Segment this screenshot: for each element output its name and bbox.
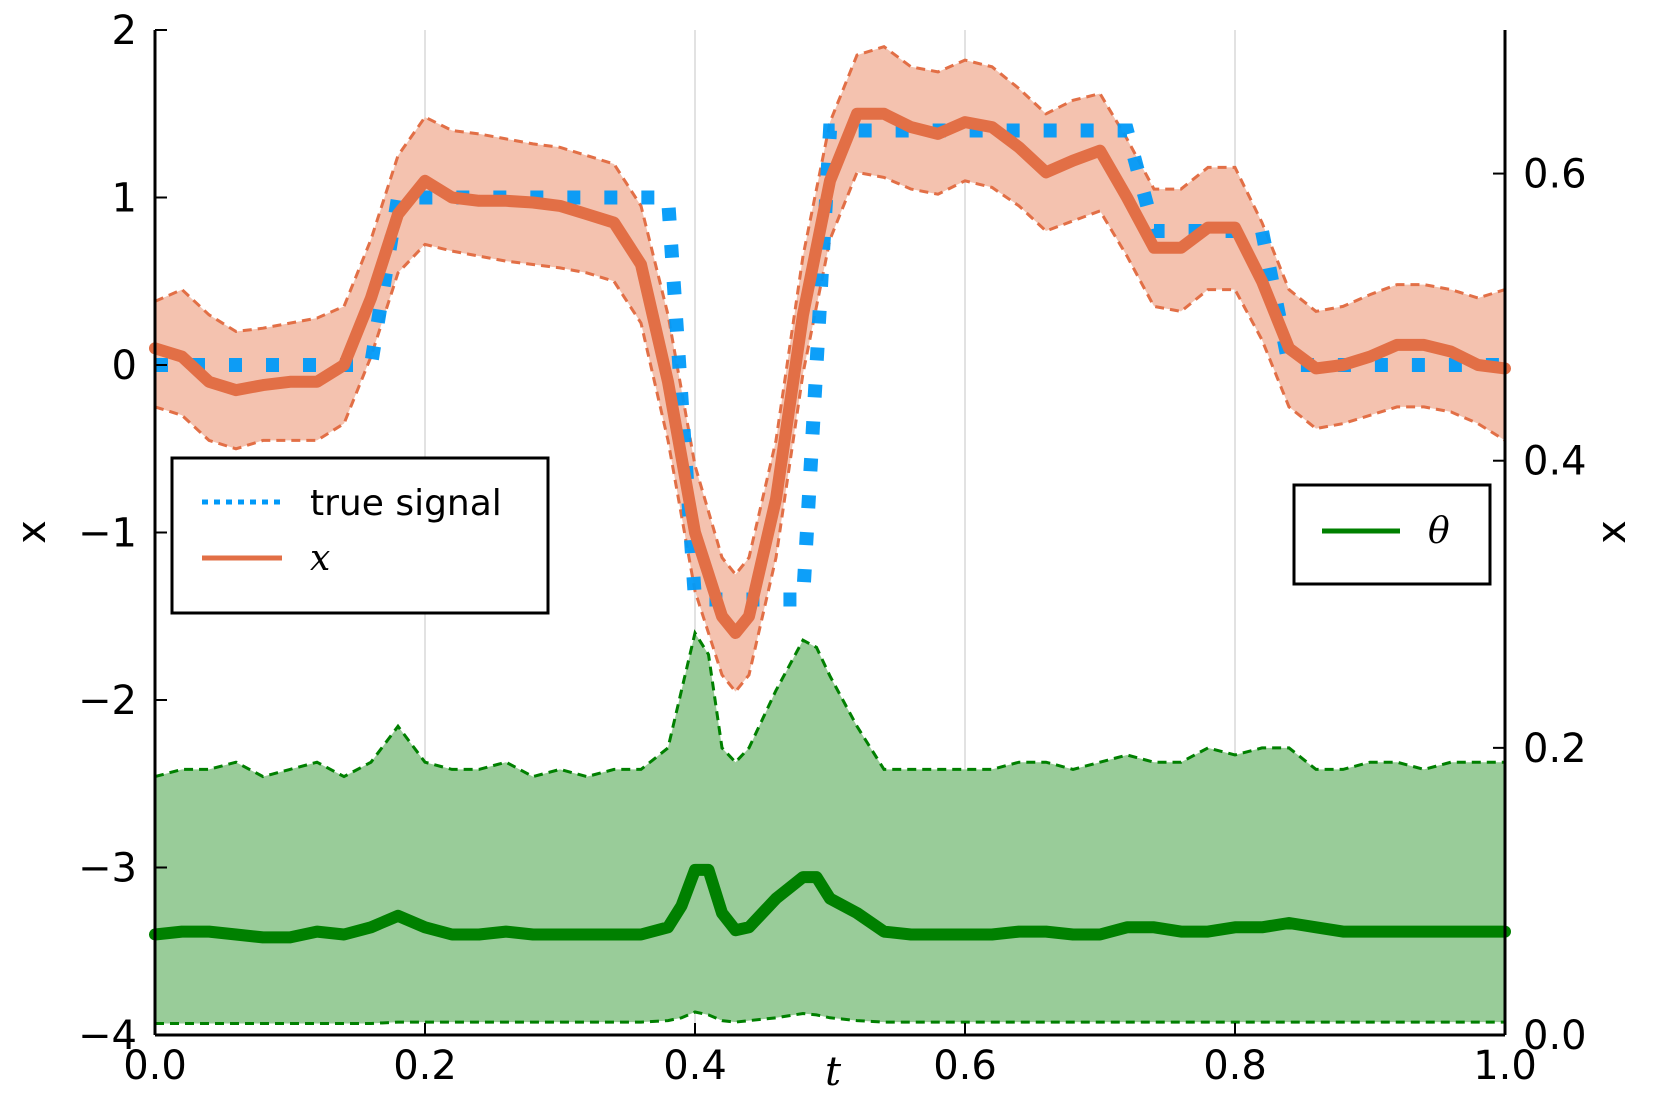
- y-right-tick-label: 0.6: [1523, 152, 1587, 198]
- y-left-tick-label: −1: [78, 511, 137, 557]
- y-left-tick-label: 2: [112, 8, 137, 54]
- series-line-theta: [149, 863, 1511, 944]
- y-axis-left-title: x: [9, 520, 55, 544]
- series-lower-bound-theta: [155, 1010, 1505, 1025]
- y-axis-right-title: x: [1589, 520, 1635, 544]
- y-left-tick-label: 0: [112, 343, 137, 389]
- y-right-tick-label: 0.0: [1523, 1013, 1587, 1059]
- legend-left: true signal x: [170, 456, 550, 615]
- legend-true-signal-label: true signal: [310, 483, 502, 524]
- x-tick-label: 0.0: [123, 1043, 187, 1089]
- x-tick-label: 0.2: [393, 1043, 457, 1089]
- legend-theta-label: θ: [1428, 511, 1450, 552]
- line-layer: [149, 107, 1511, 944]
- tick-layer: 0.0 0.2 0.4 0.6 0.8 1.0 −4 −3 −2 −1 0 1 2 0.0 0.2 0.4 0.…: [78, 8, 1587, 1089]
- series-upper-bound-x: [154, 45, 1506, 577]
- legend-right-frame: [1292, 483, 1492, 586]
- legend-left-frame: [170, 456, 550, 615]
- legend-x-label: x: [310, 538, 330, 579]
- series-band-theta: [155, 633, 1505, 1024]
- y-right-tick-label: 0.4: [1523, 439, 1587, 485]
- y-right-tick-label: 0.2: [1523, 726, 1587, 772]
- x-tick-label: 1.0: [1473, 1043, 1537, 1089]
- legend-right: θ: [1292, 483, 1492, 586]
- series-band-x: [155, 46, 1505, 692]
- series-line-x: [149, 107, 1511, 639]
- x-axis-title: t: [825, 1049, 842, 1095]
- x-tick-label: 0.4: [663, 1043, 727, 1089]
- x-tick-label: 0.8: [1203, 1043, 1267, 1089]
- y-left-tick-label: 1: [112, 176, 137, 222]
- x-tick-label: 0.6: [933, 1043, 997, 1089]
- y-left-tick-label: −3: [78, 846, 137, 892]
- y-left-tick-label: −2: [78, 678, 137, 724]
- y-left-tick-label: −4: [78, 1013, 137, 1059]
- series-upper-bound-theta: [154, 629, 1505, 779]
